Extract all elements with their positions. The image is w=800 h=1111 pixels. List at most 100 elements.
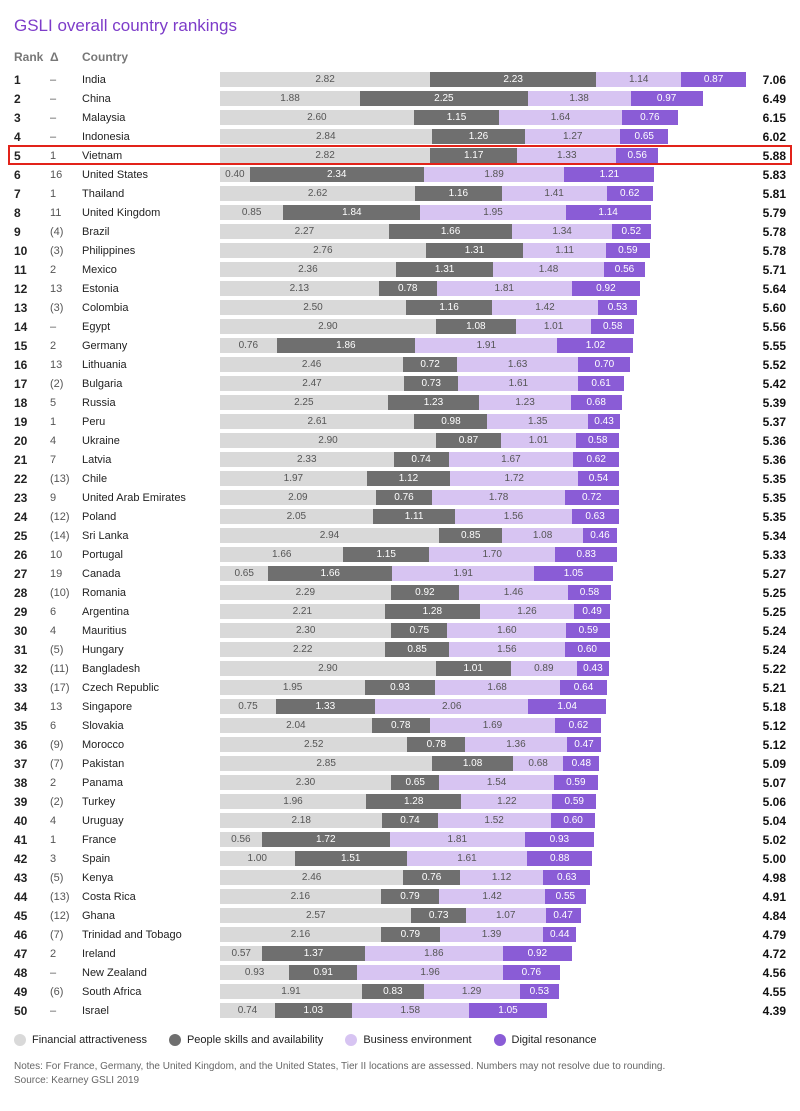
ranking-row: 3–Malaysia2.601.151.640.766.15	[14, 108, 786, 127]
total-value: 4.39	[746, 1004, 786, 1018]
seg-digital: 0.44	[543, 927, 576, 942]
stacked-bar: 2.900.871.010.58	[220, 433, 619, 448]
country-name: Indonesia	[82, 131, 220, 143]
rank-value: 9	[14, 225, 50, 239]
seg-financial: 2.62	[220, 186, 415, 201]
delta-value: –	[50, 321, 82, 333]
country-name: Brazil	[82, 226, 220, 238]
seg-people: 0.79	[381, 927, 440, 942]
country-name: China	[82, 93, 220, 105]
bar-wrap: 2.160.791.390.44	[220, 927, 746, 942]
delta-value: (3)	[50, 302, 82, 314]
rank-value: 43	[14, 871, 50, 885]
total-value: 5.25	[746, 586, 786, 600]
rank-value: 1	[14, 73, 50, 87]
rank-value: 6	[14, 168, 50, 182]
seg-business: 1.23	[479, 395, 571, 410]
country-name: Ireland	[82, 948, 220, 960]
seg-digital: 0.53	[520, 984, 559, 999]
ranking-row: 1213Estonia2.130.781.810.925.64	[14, 279, 786, 298]
bar-wrap: 2.180.741.520.60	[220, 813, 746, 828]
bar-wrap: 2.601.151.640.76	[220, 110, 746, 125]
stacked-bar: 2.851.080.680.48	[220, 756, 599, 771]
delta-value: 4	[50, 815, 82, 827]
seg-people: 1.72	[262, 832, 390, 847]
stacked-bar: 2.051.111.560.63	[220, 509, 619, 524]
seg-business: 1.72	[450, 471, 578, 486]
rank-value: 19	[14, 415, 50, 429]
stacked-bar: 2.940.851.080.46	[220, 528, 618, 543]
seg-financial: 2.18	[220, 813, 382, 828]
bar-wrap: 2.841.261.270.65	[220, 129, 746, 144]
total-value: 7.06	[746, 73, 786, 87]
total-value: 5.35	[746, 510, 786, 524]
delta-value: (12)	[50, 910, 82, 922]
rank-value: 27	[14, 567, 50, 581]
country-name: Estonia	[82, 283, 220, 295]
bar-wrap: 2.271.661.340.52	[220, 224, 746, 239]
delta-value: –	[50, 1005, 82, 1017]
seg-digital: 0.70	[578, 357, 630, 372]
stacked-bar: 0.851.841.951.14	[220, 205, 651, 220]
seg-financial: 2.46	[220, 357, 403, 372]
seg-digital: 0.53	[598, 300, 637, 315]
seg-people: 0.72	[403, 357, 457, 372]
notes-text: Notes: For France, Germany, the United K…	[14, 1060, 786, 1074]
ranking-row: 356Slovakia2.040.781.690.625.12	[14, 716, 786, 735]
stacked-bar: 0.651.661.911.05	[220, 566, 613, 581]
country-name: United Kingdom	[82, 207, 220, 219]
legend-item: Financial attractiveness	[14, 1034, 147, 1046]
country-name: France	[82, 834, 220, 846]
seg-business: 2.06	[375, 699, 528, 714]
country-name: Panama	[82, 777, 220, 789]
bar-wrap: 0.930.911.960.76	[220, 965, 746, 980]
legend-label: People skills and availability	[187, 1034, 323, 1046]
seg-people: 1.08	[432, 756, 512, 771]
rank-value: 14	[14, 320, 50, 334]
country-name: Thailand	[82, 188, 220, 200]
seg-digital: 0.52	[612, 224, 651, 239]
seg-people: 1.03	[275, 1003, 352, 1018]
seg-financial: 1.88	[220, 91, 360, 106]
seg-people: 0.78	[379, 281, 437, 296]
total-value: 4.56	[746, 966, 786, 980]
bar-wrap: 2.610.981.350.43	[220, 414, 746, 429]
total-value: 5.36	[746, 434, 786, 448]
ranking-row: 39(2)Turkey1.961.281.220.595.06	[14, 792, 786, 811]
stacked-bar: 2.621.161.410.62	[220, 186, 653, 201]
bar-wrap: 0.561.721.810.93	[220, 832, 746, 847]
ranking-row: 43(5)Kenya2.460.761.120.634.98	[14, 868, 786, 887]
rank-value: 4	[14, 130, 50, 144]
seg-digital: 0.87	[681, 72, 746, 87]
stacked-bar: 0.751.332.061.04	[220, 699, 606, 714]
seg-people: 2.23	[430, 72, 596, 87]
stacked-bar: 2.841.261.270.65	[220, 129, 669, 144]
seg-people: 1.31	[396, 262, 494, 277]
seg-financial: 2.60	[220, 110, 414, 125]
seg-people: 1.51	[295, 851, 407, 866]
ranking-row: 28(10)Romania2.290.921.460.585.25	[14, 583, 786, 602]
ranking-row: 404Uruguay2.180.741.520.605.04	[14, 811, 786, 830]
ranking-row: 9(4)Brazil2.271.661.340.525.78	[14, 222, 786, 241]
source-text: Source: Kearney GSLI 2019	[14, 1074, 786, 1088]
rank-value: 40	[14, 814, 50, 828]
total-value: 4.72	[746, 947, 786, 961]
rank-value: 38	[14, 776, 50, 790]
chart-title: GSLI overall country rankings	[14, 16, 786, 36]
country-name: Bulgaria	[82, 378, 220, 390]
seg-financial: 1.95	[220, 680, 365, 695]
seg-business: 1.89	[424, 167, 565, 182]
stacked-bar: 2.460.761.120.63	[220, 870, 591, 885]
seg-financial: 1.91	[220, 984, 362, 999]
seg-business: 1.01	[501, 433, 576, 448]
seg-financial: 0.57	[220, 946, 262, 961]
country-name: Turkey	[82, 796, 220, 808]
rank-value: 44	[14, 890, 50, 904]
delta-value: (13)	[50, 473, 82, 485]
country-name: Mexico	[82, 264, 220, 276]
ranking-row: 13(3)Colombia2.501.161.420.535.60	[14, 298, 786, 317]
seg-digital: 0.59	[554, 775, 598, 790]
seg-digital: 1.05	[469, 1003, 547, 1018]
seg-people: 1.16	[406, 300, 492, 315]
seg-business: 1.61	[407, 851, 527, 866]
